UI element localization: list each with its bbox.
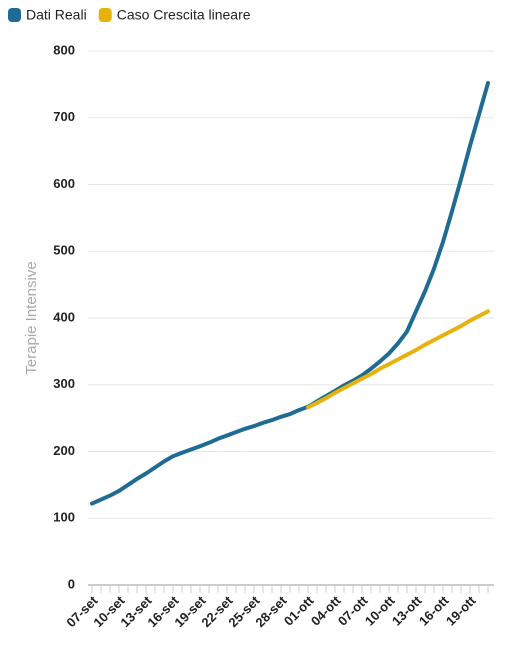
y-tick-label: 800 bbox=[53, 42, 75, 57]
y-axis-label: Terapie Intensive bbox=[23, 261, 40, 374]
x-tick-label: 16-ott bbox=[416, 592, 452, 628]
legend-swatch bbox=[98, 8, 112, 22]
legend-label: Caso Crescita lineare bbox=[117, 7, 251, 23]
x-tick-label: 19-ott bbox=[443, 592, 479, 628]
x-tick-label: 01-ott bbox=[281, 592, 317, 628]
x-tick-label: 10-ott bbox=[362, 592, 398, 628]
line-series bbox=[90, 81, 490, 506]
line-series bbox=[306, 309, 490, 410]
y-tick-label: 200 bbox=[53, 443, 75, 458]
x-tick-label: 28-set bbox=[252, 592, 290, 630]
y-tick-label: 300 bbox=[53, 376, 75, 391]
y-tick-label: 600 bbox=[53, 176, 75, 191]
y-tick-label: 500 bbox=[53, 243, 75, 258]
x-tick-label: 13-ott bbox=[389, 592, 425, 628]
x-tick-label: 04-ott bbox=[308, 592, 344, 628]
y-tick-label: 100 bbox=[53, 510, 75, 525]
y-tick-label: 400 bbox=[53, 309, 75, 324]
y-tick-label: 700 bbox=[53, 109, 75, 124]
y-tick-label: 0 bbox=[68, 576, 75, 591]
x-tick-label: 07-ott bbox=[335, 592, 371, 628]
legend-swatch bbox=[8, 8, 21, 22]
legend-label: Dati Reali bbox=[26, 7, 87, 23]
